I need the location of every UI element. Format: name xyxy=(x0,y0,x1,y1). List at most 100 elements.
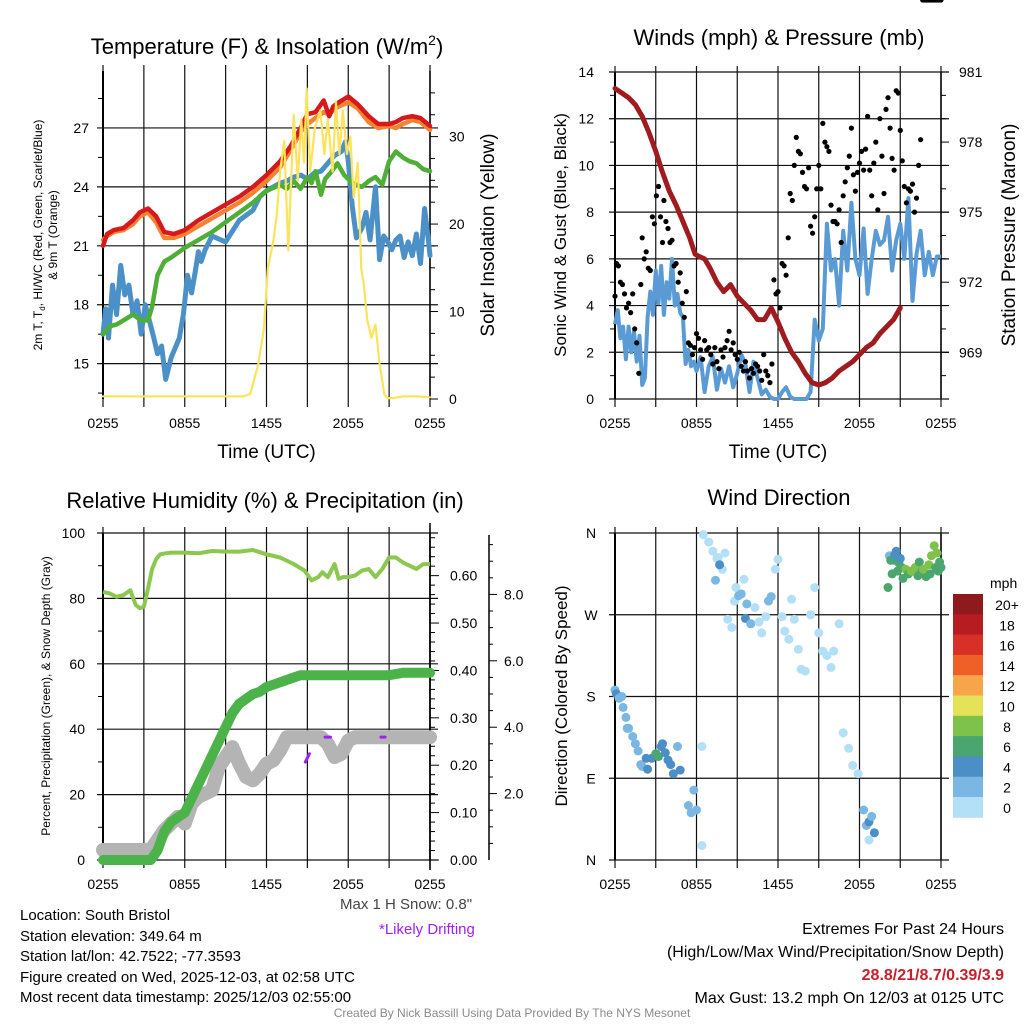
x-tick-label: 2055 xyxy=(844,415,875,431)
gust-point xyxy=(820,120,826,126)
y3-tick-label: 8.0 xyxy=(504,586,524,602)
y2-tick-label: 975 xyxy=(959,204,983,220)
extremes-block: Extremes For Past 24 Hours (High/Low/Max… xyxy=(667,918,1004,1010)
gust-point xyxy=(621,291,628,297)
legend-swatch xyxy=(953,797,983,818)
gust-point xyxy=(812,214,818,220)
wind-direction-point xyxy=(675,765,685,775)
gust-point xyxy=(712,345,718,351)
wind-direction-point xyxy=(780,626,790,636)
wind-direction-point xyxy=(766,592,776,602)
wind-direction-point xyxy=(713,553,723,562)
gust-point xyxy=(736,349,742,355)
gust-point xyxy=(669,237,675,243)
gust-point xyxy=(665,225,671,232)
gust-point xyxy=(852,188,859,194)
recent-data-text: Most recent data timestamp: 2025/12/03 0… xyxy=(20,989,352,1006)
wind-direction-point xyxy=(933,566,943,576)
gust-point xyxy=(744,368,751,374)
gust-point xyxy=(748,366,755,372)
chart-title: Winds (mph) & Pressure (mb) xyxy=(634,25,925,50)
gust-point xyxy=(636,370,642,376)
gust-point xyxy=(689,352,696,358)
wind-direction-point xyxy=(754,617,764,627)
station-info: Location: South Bristol Station elevatio… xyxy=(20,906,355,1009)
gust-point xyxy=(911,209,918,215)
wind-direction-point xyxy=(723,614,733,624)
wind-direction-point xyxy=(898,573,908,583)
gust-point xyxy=(619,281,626,288)
gust-point xyxy=(897,127,903,133)
wind-direction-point xyxy=(643,764,653,774)
wind-direction-point xyxy=(739,574,749,584)
gust-point xyxy=(850,172,857,178)
wind-direction-point xyxy=(673,742,682,751)
wind-direction-point xyxy=(683,801,693,810)
legend-swatch xyxy=(953,634,983,656)
gust-point xyxy=(854,169,861,175)
wind-direction-point xyxy=(789,614,799,624)
wind-direction-point xyxy=(746,619,756,629)
wind-direction-point xyxy=(736,589,746,599)
gust-point xyxy=(661,197,667,204)
x-tick-label: 1455 xyxy=(762,415,793,431)
legend-label: 10 xyxy=(999,699,1015,715)
wind-direction-point xyxy=(777,612,787,622)
wind-direction-point xyxy=(925,569,935,579)
legend-label: 4 xyxy=(1003,759,1011,775)
y-tick-label: 0 xyxy=(586,391,594,407)
y2-tick-label: 978 xyxy=(959,134,983,150)
y2-axis-label: Solar Insolation (Yellow) xyxy=(478,133,499,336)
wind-direction-point xyxy=(859,805,869,815)
wind-direction-points xyxy=(610,530,946,850)
y2-tick-label: 972 xyxy=(959,274,983,290)
y-tick-label: 40 xyxy=(69,721,85,737)
gust-point xyxy=(695,335,702,341)
gust-point xyxy=(651,221,658,227)
y2-tick-label: 0.20 xyxy=(450,757,477,773)
temperature-chart: Temperature (F) & Insolation (W/m2)0255 0… xyxy=(31,32,499,463)
gust-point xyxy=(759,377,765,383)
x-tick-label: 0255 xyxy=(87,876,118,892)
gust-point xyxy=(710,361,716,367)
y2-tick-label: 0.30 xyxy=(450,710,477,726)
y2-tick-label: 0.00 xyxy=(450,852,477,868)
series-td xyxy=(100,149,433,337)
wind-direction-point xyxy=(692,805,701,815)
y-tick-label: 12 xyxy=(578,111,594,127)
gust-point xyxy=(655,183,662,190)
y3-tick-label: 4.0 xyxy=(504,719,524,735)
gust-point xyxy=(895,90,901,96)
y-axis-label-line2: & 9m T (Orange) xyxy=(46,190,60,280)
chart-title: Temperature (F) & Insolation (W/m2) xyxy=(91,32,444,59)
gust-point xyxy=(822,139,828,145)
gust-point xyxy=(755,363,761,369)
wind-direction-point xyxy=(624,723,634,733)
gust-point xyxy=(761,352,767,358)
y-axis-label: Percent, Precipitation (Green), & Snow D… xyxy=(39,556,53,835)
gust-point xyxy=(716,366,722,372)
x-tick-label: 0255 xyxy=(414,415,445,431)
wind-direction-point xyxy=(814,628,824,638)
gust-point xyxy=(691,345,698,351)
speed-legend: mph 20+ 18 16 14 12 10 8 6 4 2 0 xyxy=(953,575,1019,818)
y2-tick-label: 969 xyxy=(959,344,983,360)
credit-text: Created By Nick Bassill Using Data Provi… xyxy=(333,1006,691,1020)
gust-point xyxy=(750,370,757,376)
gust-point xyxy=(916,162,922,168)
y2-axis-label: Station Pressure (Maroon) xyxy=(999,124,1020,347)
wind-direction-point xyxy=(895,553,905,563)
gust-point xyxy=(879,153,885,159)
gust-point xyxy=(687,342,694,348)
gust-point xyxy=(734,356,740,362)
gust-point xyxy=(657,214,664,220)
gust-point xyxy=(771,277,777,283)
gust-point xyxy=(907,188,914,194)
y2-tick-label: 0.60 xyxy=(450,568,477,584)
x-tick-label: 1455 xyxy=(762,876,793,892)
gust-point xyxy=(846,153,852,159)
x-axis-label: Time (UTC) xyxy=(729,442,828,463)
wind-direction-point xyxy=(793,644,803,654)
gust-point xyxy=(765,373,771,379)
wind-direction-point xyxy=(617,692,627,701)
